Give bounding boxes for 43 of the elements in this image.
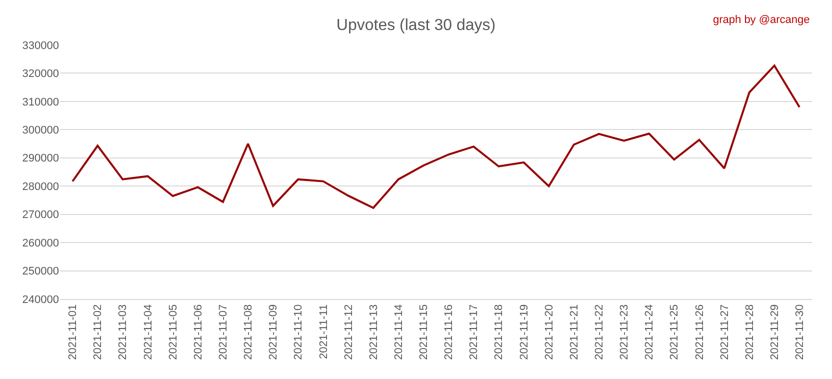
chart-title: Upvotes (last 30 days) (336, 17, 496, 34)
x-tick-label: 2021-11-24 (644, 304, 656, 360)
x-tick-label: 2021-11-20 (543, 304, 556, 360)
y-tick-label: 310000 (22, 96, 59, 108)
x-tick-label: 2021-11-18 (493, 304, 506, 360)
x-tick-label: 2021-11-06 (192, 304, 204, 360)
x-tick-label: 2021-11-09 (268, 304, 280, 360)
text: graph by @arcange (713, 14, 810, 26)
y-tick-label: 280000 (22, 180, 59, 193)
x-tick-label: 2021-11-02 (92, 304, 104, 360)
y-tick-label: 240000 (22, 294, 59, 306)
x-tick-label: 2021-11-01 (67, 304, 80, 360)
x-tick-label: 2021-11-13 (368, 304, 380, 360)
x-tick-label: 2021-11-21 (568, 304, 580, 360)
line-series (72, 64, 800, 209)
x-tick-label: 2021-11-28 (744, 304, 756, 360)
x-tick-label: 2021-11-05 (167, 304, 180, 360)
x-tick-label: 2021-11-17 (468, 304, 480, 360)
x-tick-label: 2021-11-27 (718, 304, 731, 360)
x-tick-label: 2021-11-30 (794, 304, 806, 360)
y-tick-label: 300000 (22, 124, 59, 137)
x-tick-label: 2021-11-12 (342, 304, 355, 360)
x-tick-label: 2021-11-16 (443, 304, 456, 360)
x-tick-label: 2021-11-11 (318, 304, 330, 360)
y-tick-label: 250000 (22, 266, 59, 278)
x-tick-label: 2021-11-08 (242, 304, 255, 360)
x-tick-label: 2021-11-23 (618, 304, 631, 360)
x-tick-label: 2021-11-15 (418, 304, 430, 360)
y-tick-label: 330000 (22, 40, 59, 52)
x-tick-label: 2021-11-29 (768, 304, 781, 360)
y-tick-label: 320000 (22, 68, 59, 80)
x-tick-label: 2021-11-26 (694, 304, 706, 360)
y-tick-label: 270000 (22, 209, 59, 222)
x-tick-label: 2021-11-07 (218, 304, 230, 360)
x-tick-label: 2021-11-25 (668, 304, 681, 360)
x-tick-label: 2021-11-22 (594, 304, 606, 360)
x-tick-label: 2021-11-19 (518, 304, 530, 360)
x-tick-label: 2021-11-10 (292, 304, 305, 360)
y-tick-label: 260000 (22, 237, 59, 250)
x-tick-label: 2021-11-14 (392, 304, 405, 360)
x-tick-label: 2021-11-04 (142, 304, 154, 360)
x-tick-label: 2021-11-03 (117, 304, 130, 360)
y-tick-label: 290000 (22, 152, 59, 165)
